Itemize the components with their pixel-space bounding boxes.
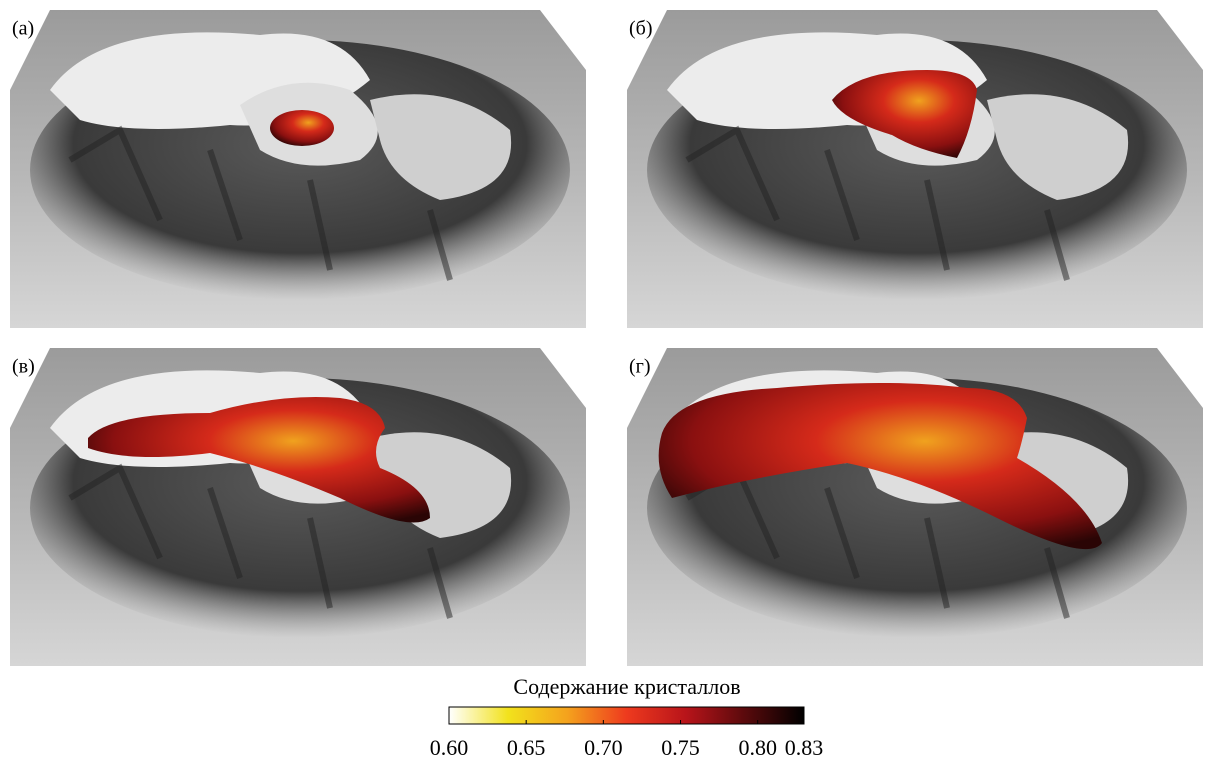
figure: (а) (б) (в) (г) Содержание кристаллов 0.… bbox=[0, 0, 1209, 766]
colorbar bbox=[449, 707, 804, 724]
panel-label: (б) bbox=[629, 18, 653, 40]
panel-label: (г) bbox=[629, 356, 651, 378]
panel-label: (а) bbox=[12, 18, 34, 40]
panel: (г) bbox=[627, 348, 1203, 666]
tick-label: 0.83 bbox=[785, 735, 824, 760]
lava-flow bbox=[270, 110, 334, 146]
tick-label: 0.60 bbox=[430, 735, 469, 760]
panel: (б) bbox=[627, 10, 1203, 328]
tick-label: 0.65 bbox=[507, 735, 546, 760]
tick-label: 0.80 bbox=[738, 735, 777, 760]
colorbar-title: Содержание кристаллов bbox=[513, 674, 740, 699]
panel-label: (в) bbox=[12, 356, 35, 378]
tick-label: 0.75 bbox=[661, 735, 700, 760]
tick-label: 0.70 bbox=[584, 735, 623, 760]
panel: (а) bbox=[10, 10, 586, 328]
panel: (в) bbox=[10, 348, 586, 666]
